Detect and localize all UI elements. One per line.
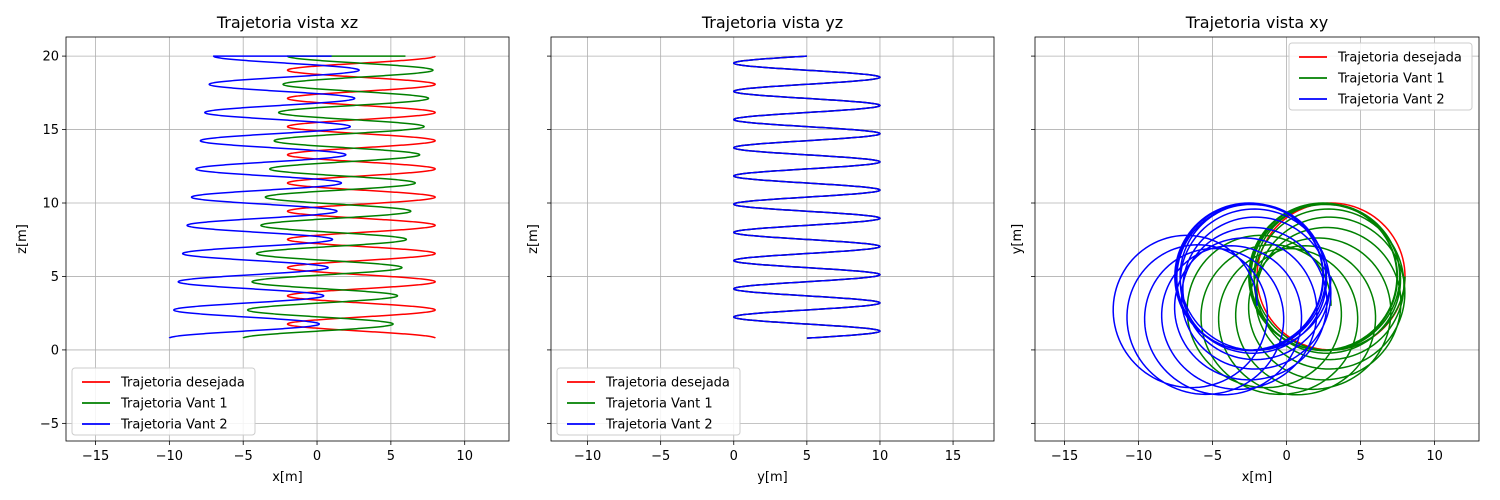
legend-label: Trajetoria desejada — [605, 376, 730, 391]
y-tick-label: 15 — [42, 123, 59, 138]
y-tick-label: 10 — [42, 197, 59, 212]
x-tick-label: −10 — [156, 449, 183, 464]
legend-label: Trajetoria Vant 2 — [120, 418, 228, 433]
x-tick-label: 0 — [1282, 449, 1290, 464]
legend: Trajetoria desejada Trajetoria Vant 1 Traj… — [1288, 42, 1473, 111]
legend-label: Trajetoria Vant 2 — [605, 418, 713, 433]
x-axis-label: y[m] — [757, 470, 788, 485]
x-tick-label: −15 — [82, 449, 109, 464]
x-tick-label: 10 — [872, 449, 889, 464]
legend-label: Trajetoria desejada — [1337, 51, 1462, 66]
axes-frame — [550, 36, 995, 442]
series-line-3 — [1112, 202, 1332, 396]
x-tick-label: 5 — [803, 449, 811, 464]
x-tick-label: 5 — [1356, 449, 1364, 464]
legend-label: Trajetoria Vant 2 — [1337, 93, 1445, 108]
legend: Trajetoria desejada Trajetoria Vant 1 Traj… — [556, 367, 741, 436]
y-tick-label: 0 — [51, 343, 59, 358]
legend-box — [1288, 42, 1473, 111]
plot-area — [732, 55, 881, 339]
y-axis-label: z[m] — [526, 224, 541, 254]
series-line-2 — [242, 55, 434, 339]
chart-title: Trajetoria vista yz — [701, 13, 843, 32]
y-tick-label: 20 — [42, 50, 59, 65]
legend: Trajetoria desejada Trajetoria Vant 1 Traj… — [71, 367, 256, 436]
legend-label: Trajetoria desejada — [120, 376, 245, 391]
legend-label: Trajetoria Vant 1 — [605, 397, 713, 412]
y-tick-label: −5 — [40, 417, 59, 432]
y-tick-label: 5 — [51, 270, 59, 285]
y-axis-label: z[m] — [15, 224, 30, 254]
series-line-2 — [1186, 202, 1406, 396]
legend-box — [556, 367, 741, 436]
x-tick-label: 5 — [387, 449, 395, 464]
x-tick-label: 10 — [1426, 449, 1443, 464]
x-tick-label: −10 — [574, 449, 601, 464]
series-line-3 — [168, 55, 360, 339]
x-tick-label: 0 — [313, 449, 321, 464]
x-tick-label: 0 — [730, 449, 738, 464]
x-tick-label: −15 — [1051, 449, 1078, 464]
plot-area — [1112, 202, 1406, 396]
series-line-3 — [732, 55, 881, 339]
legend-label: Trajetoria Vant 1 — [120, 397, 228, 412]
subplot-xz: −15 −10 −5 0 5 10 −5 0 5 10 15 20 Trajetoria vista x… — [15, 13, 510, 485]
x-tick-label: 10 — [456, 449, 473, 464]
legend-box — [71, 367, 256, 436]
series-line-1 — [286, 55, 436, 339]
x-tick-label: −5 — [651, 449, 670, 464]
subplot-yz: −10 −5 0 5 10 15 Trajetoria vista yz y[m] z[m] Tr… — [526, 13, 995, 485]
x-tick-label: −10 — [1125, 449, 1152, 464]
axes-frame — [65, 36, 510, 442]
x-tick-label: −5 — [1203, 449, 1222, 464]
x-axis-label: x[m] — [1242, 470, 1273, 485]
subplot-xy: −15 −10 −5 0 5 10 Trajetoria vista xy x[m] y[m] T… — [1010, 13, 1480, 485]
x-tick-label: −5 — [234, 449, 253, 464]
plot-area — [168, 55, 436, 339]
x-tick-label: 15 — [945, 449, 962, 464]
legend-label: Trajetoria Vant 1 — [1337, 72, 1445, 87]
axes-frame — [1034, 36, 1480, 442]
y-axis-label: y[m] — [1010, 224, 1025, 255]
x-axis-label: x[m] — [272, 470, 303, 485]
chart-title: Trajetoria vista xy — [1185, 13, 1328, 32]
chart-title: Trajetoria vista xz — [216, 13, 358, 32]
